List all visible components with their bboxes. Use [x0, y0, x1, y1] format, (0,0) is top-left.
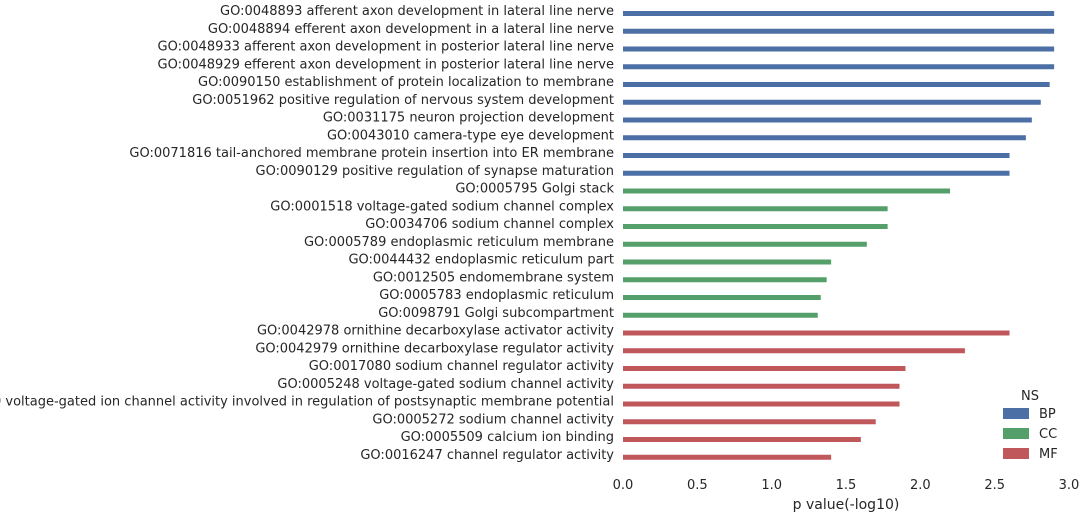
category-label: GO:1905030 voltage-gated ion channel act…	[0, 395, 614, 410]
category-label: GO:0090129 positive regulation of synaps…	[256, 164, 614, 179]
bar-bp	[623, 11, 1055, 16]
bar-bp	[623, 153, 1010, 158]
legend-label: CC	[1039, 427, 1057, 442]
category-label: GO:0048894 efferent axon development in …	[208, 22, 614, 37]
bar-bp	[623, 117, 1032, 123]
category-label: GO:0005272 sodium channel activity	[372, 412, 614, 427]
legend-title: NS	[1021, 389, 1039, 404]
legend-label: BP	[1039, 407, 1056, 422]
legend-swatch-cc	[1003, 428, 1029, 439]
bar-bp	[623, 170, 1010, 176]
x-tick-label: 0.5	[687, 478, 708, 493]
category-label: GO:0051962 positive regulation of nervou…	[192, 93, 614, 108]
category-label: GO:0044432 endoplasmic reticulum part	[348, 253, 614, 268]
bar-cc	[623, 206, 888, 212]
bar-cc	[623, 224, 888, 229]
bar-bp	[623, 28, 1055, 34]
bar-bp	[623, 99, 1041, 105]
x-tick-label: 2.5	[984, 478, 1005, 493]
legend-swatch-mf	[1003, 448, 1029, 459]
bar-bp	[623, 46, 1055, 52]
x-tick-label: 3.0	[1059, 478, 1080, 493]
bar-cc	[623, 312, 818, 318]
bar-cc	[623, 295, 821, 300]
bar-mf	[623, 348, 965, 354]
legend-label: MF	[1039, 447, 1058, 462]
bar-cc	[623, 277, 827, 283]
bar-cc	[623, 241, 867, 247]
x-tick-label: 1.0	[761, 478, 782, 493]
category-label: GO:0042978 ornithine decarboxylase activ…	[257, 324, 614, 339]
category-label: GO:0031175 neuron projection development	[323, 111, 614, 126]
category-label: GO:0005795 Golgi stack	[455, 182, 614, 197]
x-axis-ticks: 0.0 0.5 1.0 1.5 2.0 2.5 3.0	[613, 478, 1080, 493]
category-label: GO:0001518 voltage-gated sodium channel …	[270, 199, 614, 214]
category-label: GO:0005783 endoplasmic reticulum	[379, 288, 614, 303]
bar-cc	[623, 259, 832, 265]
x-tick-label: 2.0	[910, 478, 931, 493]
legend-swatch-bp	[1003, 408, 1029, 419]
bar-mf	[623, 330, 1010, 336]
category-label: GO:0071816 tail-anchored membrane protei…	[129, 146, 614, 161]
category-label: GO:0005509 calcium ion binding	[401, 430, 614, 445]
category-label: GO:0042979 ornithine decarboxylase regul…	[255, 341, 614, 356]
category-label: GO:0005789 endoplasmic reticulum membran…	[304, 235, 614, 250]
category-label: GO:0048929 efferent axon development in …	[158, 57, 614, 72]
bar-bp	[623, 82, 1050, 87]
category-label: GO:0005248 voltage-gated sodium channel …	[277, 377, 614, 392]
category-label: GO:0098791 Golgi subcompartment	[378, 306, 614, 321]
bars	[623, 11, 1055, 460]
category-label: GO:0043010 camera-type eye development	[327, 128, 614, 143]
bar-mf	[623, 401, 900, 407]
bar-mf	[623, 383, 900, 389]
category-label: GO:0048933 afferent axon development in …	[158, 40, 614, 55]
category-label: GO:0048893 afferent axon development in …	[220, 4, 614, 19]
x-axis-title: p value(-log10)	[793, 497, 900, 513]
x-tick-label: 0.0	[613, 478, 634, 493]
category-label: GO:0034706 sodium channel complex	[365, 217, 614, 232]
bar-cc	[623, 188, 951, 194]
category-label: GO:0090150 establishment of protein loca…	[198, 75, 614, 90]
category-label: GO:0016247 channel regulator activity	[360, 448, 614, 463]
bar-bp	[623, 135, 1026, 141]
legend: NS BP CC MF	[1003, 389, 1058, 462]
category-label: GO:0017080 sodium channel regulator acti…	[309, 359, 615, 374]
category-label: GO:0012505 endomembrane system	[373, 270, 614, 285]
bar-mf	[623, 437, 861, 442]
bar-mf	[623, 419, 876, 425]
bar-mf	[623, 454, 832, 460]
x-tick-label: 1.5	[836, 478, 857, 493]
category-labels: GO:0048893 afferent axon development in …	[0, 4, 614, 463]
bar-mf	[623, 366, 906, 371]
bar-bp	[623, 64, 1055, 70]
